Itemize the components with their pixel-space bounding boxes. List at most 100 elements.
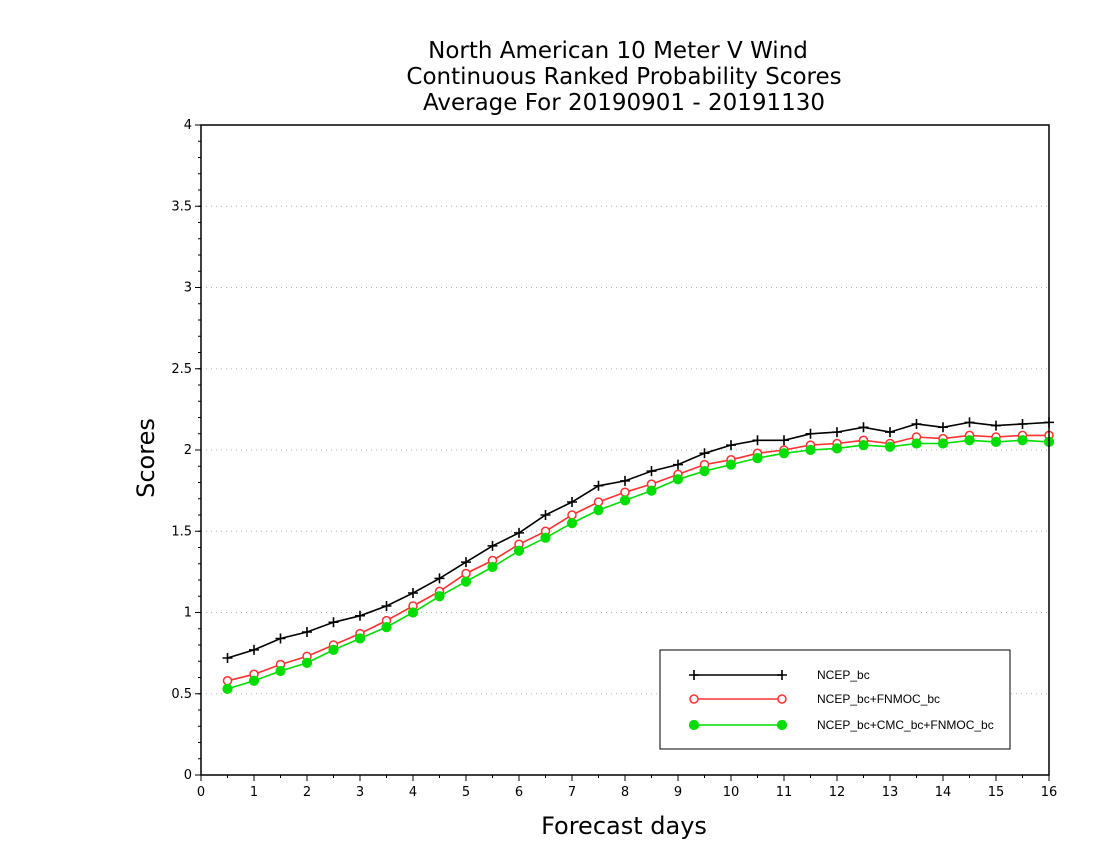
data-point bbox=[434, 573, 445, 584]
data-point bbox=[964, 435, 975, 446]
data-point bbox=[566, 518, 578, 529]
x-tick-label: 7 bbox=[568, 785, 576, 800]
data-point bbox=[487, 540, 498, 551]
data-point bbox=[461, 557, 471, 568]
data-point bbox=[1017, 435, 1028, 446]
data-point bbox=[620, 487, 630, 497]
data-point bbox=[778, 448, 790, 459]
data-point bbox=[911, 419, 922, 429]
data-point bbox=[593, 480, 604, 491]
x-tick-label: 0 bbox=[197, 785, 205, 800]
legend-label: NCEP_bc+CMC_bc+FNMOC_bc bbox=[817, 718, 994, 732]
legend-marker bbox=[688, 719, 700, 731]
data-point bbox=[461, 568, 471, 579]
data-point bbox=[248, 675, 260, 686]
x-tick-label: 14 bbox=[935, 785, 952, 800]
data-point bbox=[752, 435, 763, 446]
data-point bbox=[699, 466, 710, 477]
data-point bbox=[540, 532, 551, 543]
data-point bbox=[646, 466, 657, 477]
y-tick-label: 1 bbox=[184, 606, 192, 621]
data-point bbox=[407, 607, 419, 618]
data-point bbox=[275, 665, 286, 677]
data-point bbox=[805, 444, 816, 456]
x-tick-label: 2 bbox=[303, 785, 311, 800]
data-point bbox=[434, 591, 445, 602]
data-point bbox=[964, 417, 975, 428]
data-point bbox=[381, 622, 392, 633]
data-point bbox=[779, 435, 789, 446]
data-point bbox=[540, 510, 551, 520]
legend-label: NCEP_bc+FNMOC_bc bbox=[817, 692, 940, 706]
data-point bbox=[249, 644, 259, 655]
legend-entry: NCEP_bc+CMC_bc+FNMOC_bc bbox=[688, 718, 994, 732]
x-tick-label: 6 bbox=[515, 785, 523, 800]
y-tick-label: 3.5 bbox=[171, 199, 192, 214]
x-tick-label: 15 bbox=[988, 785, 1005, 800]
series-2 bbox=[222, 430, 1054, 686]
data-point bbox=[991, 420, 1001, 431]
data-point bbox=[858, 440, 869, 451]
legend-label: NCEP_bc bbox=[817, 668, 870, 682]
data-point bbox=[620, 475, 630, 486]
data-point bbox=[302, 627, 312, 637]
y-tick-label: 0 bbox=[184, 768, 192, 783]
plot-frame bbox=[200, 124, 1050, 776]
data-point bbox=[328, 617, 339, 628]
data-point bbox=[301, 657, 313, 668]
x-axis-label: Forecast days bbox=[541, 812, 707, 840]
legend-entry: NCEP_bc+FNMOC_bc bbox=[689, 692, 940, 706]
data-point bbox=[858, 422, 869, 433]
x-tick-label: 13 bbox=[882, 785, 899, 800]
y-tick-label: 4 bbox=[184, 118, 192, 133]
legend: NCEP_bc NCEP_bc+FNMOC_bc NCEP_bc+CMC_bc+FN… bbox=[659, 649, 1011, 750]
x-tick-label: 9 bbox=[674, 785, 682, 800]
x-tick-label: 5 bbox=[462, 785, 470, 800]
data-point bbox=[937, 438, 949, 449]
data-point bbox=[672, 474, 684, 485]
data-point bbox=[832, 427, 842, 438]
data-point bbox=[884, 441, 896, 452]
x-tick-label: 1 bbox=[250, 785, 258, 800]
data-point bbox=[911, 438, 922, 449]
x-axis-ticks: 0 1 2 3 4 5 6 7 8 9 10 11 12 13 14 15 16 bbox=[197, 775, 1057, 800]
data-point bbox=[513, 545, 525, 556]
legend-marker bbox=[777, 694, 787, 704]
data-point bbox=[593, 505, 604, 516]
legend-marker bbox=[776, 719, 788, 731]
data-point bbox=[381, 601, 392, 611]
data-point bbox=[222, 653, 233, 663]
data-point bbox=[831, 443, 843, 454]
chart-title: North American 10 Meter V Wind Continuou… bbox=[406, 38, 841, 116]
data-point bbox=[460, 576, 472, 587]
y-axis-ticks: 0 0.5 1 1.5 2 2.5 3 3.5 4 bbox=[171, 118, 201, 783]
data-point bbox=[646, 485, 657, 496]
data-point bbox=[408, 588, 418, 598]
data-point bbox=[990, 436, 1002, 447]
x-tick-label: 3 bbox=[356, 785, 364, 800]
data-point bbox=[726, 440, 736, 451]
data-point bbox=[805, 428, 816, 439]
data-point bbox=[487, 561, 498, 573]
legend-marker bbox=[777, 670, 787, 680]
data-point bbox=[593, 497, 604, 507]
data-point bbox=[619, 495, 631, 506]
y-axis-label: Scores bbox=[132, 418, 160, 498]
x-tick-label: 16 bbox=[1041, 785, 1058, 800]
data-point bbox=[752, 453, 763, 464]
data-point bbox=[938, 422, 948, 433]
x-tick-label: 10 bbox=[723, 785, 740, 800]
data-point bbox=[1017, 419, 1028, 429]
data-point bbox=[328, 644, 339, 655]
data-point bbox=[354, 633, 366, 644]
title-line-3: Average For 20190901 - 20191130 bbox=[423, 90, 825, 116]
legend-entry: NCEP_bc bbox=[689, 668, 870, 682]
grid-lines bbox=[201, 205, 1049, 695]
series-line bbox=[227, 434, 1049, 682]
y-tick-label: 1.5 bbox=[171, 524, 192, 539]
data-point bbox=[673, 459, 683, 470]
x-tick-label: 4 bbox=[409, 785, 417, 800]
data-point bbox=[725, 459, 737, 470]
data-point bbox=[567, 497, 577, 507]
